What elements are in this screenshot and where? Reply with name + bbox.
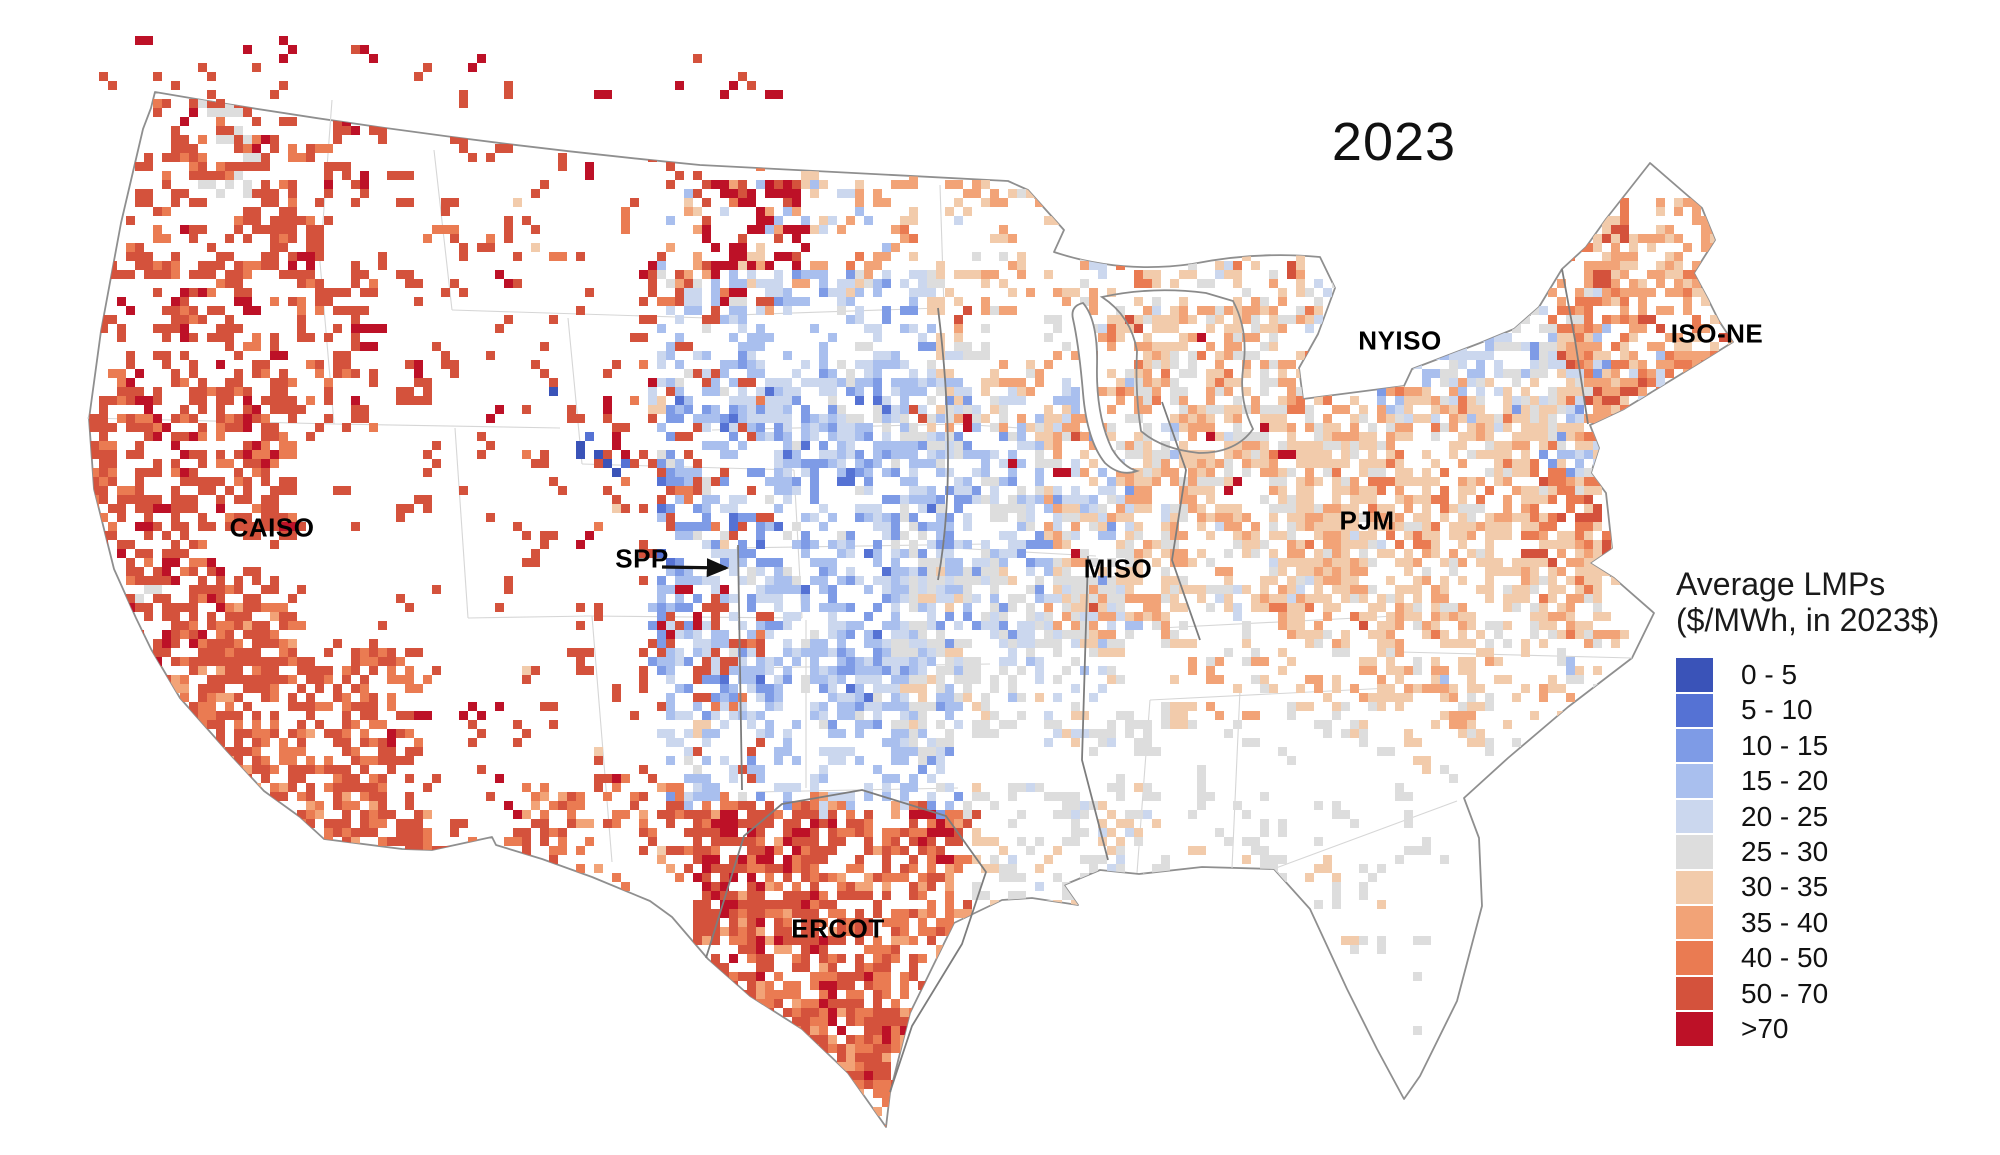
legend-row: 40 - 50	[1676, 941, 1998, 975]
region-label: SPP	[615, 543, 669, 574]
legend-swatch	[1676, 729, 1713, 763]
legend-bin-label: 5 - 10	[1741, 694, 1813, 726]
legend: Average LMPs ($/MWh, in 2023$) 0 - 5 5 -…	[1676, 566, 1998, 1048]
legend-swatch	[1676, 870, 1713, 905]
spp-arrow	[661, 558, 730, 578]
legend-title: Average LMPs ($/MWh, in 2023$)	[1676, 566, 1998, 638]
legend-swatch	[1676, 693, 1713, 728]
legend-bin-label: 50 - 70	[1741, 977, 1829, 1009]
legend-title-line2: ($/MWh, in 2023$)	[1676, 602, 1940, 639]
lmp-cells-bin-7	[153, 171, 1733, 1127]
legend-row: >70	[1676, 1012, 1998, 1046]
lmp-cells-bin-1	[585, 387, 945, 702]
legend-row: 20 - 25	[1676, 799, 1998, 834]
legend-title-line1: Average LMPs	[1676, 566, 1886, 602]
region-label: CAISO	[229, 512, 315, 543]
legend-swatch	[1676, 976, 1713, 1011]
legend-swatch	[1676, 764, 1713, 798]
legend-row: 25 - 30	[1676, 835, 1998, 869]
lmp-cells-stray-bin-10	[135, 36, 783, 99]
year-title: 2023	[1331, 112, 1457, 172]
legend-rows: 0 - 5 5 - 10 10 - 15 15 - 20 20 - 25 25 …	[1676, 658, 1998, 1046]
legend-swatch	[1676, 906, 1713, 940]
legend-swatch	[1676, 835, 1713, 869]
legend-row: 30 - 35	[1676, 870, 1998, 905]
legend-bin-label: 10 - 15	[1741, 729, 1829, 761]
legend-row: 15 - 20	[1676, 764, 1998, 798]
legend-bin-label: 0 - 5	[1741, 659, 1798, 690]
rto-borders	[705, 268, 1589, 1093]
lmp-cells-bin-10	[89, 99, 1296, 1080]
lmp-cells-bin-4	[648, 189, 1674, 963]
legend-swatch	[1676, 799, 1713, 834]
region-label: MISO	[1083, 553, 1153, 584]
legend-row: 5 - 10	[1676, 693, 1998, 728]
michigan-outline	[1099, 289, 1255, 454]
legend-swatch	[1676, 1012, 1713, 1046]
legend-bin-label: 20 - 25	[1741, 800, 1829, 832]
legend-row: 35 - 40	[1676, 906, 1998, 940]
legend-bin-label: 30 - 35	[1741, 871, 1829, 903]
legend-row: 50 - 70	[1676, 976, 1998, 1011]
region-label: ERCOT	[791, 913, 885, 944]
legend-row: 10 - 15	[1676, 729, 1998, 763]
legend-swatch	[1676, 658, 1713, 692]
legend-bin-label: 35 - 40	[1741, 906, 1829, 938]
legend-swatch	[1676, 941, 1713, 975]
lmp-cells-layer-unclipped	[99, 36, 783, 108]
legend-bin-label: 15 - 20	[1741, 765, 1829, 797]
region-label: PJM	[1339, 505, 1395, 536]
legend-bin-label: 25 - 30	[1741, 835, 1829, 867]
region-label: ISO-NE	[1670, 318, 1764, 349]
legend-row: 0 - 5	[1676, 658, 1998, 692]
legend-bin-label: >70	[1741, 1012, 1789, 1044]
region-label: NYISO	[1358, 325, 1442, 356]
lake-michigan	[1071, 302, 1140, 474]
legend-bin-label: 40 - 50	[1741, 942, 1829, 974]
